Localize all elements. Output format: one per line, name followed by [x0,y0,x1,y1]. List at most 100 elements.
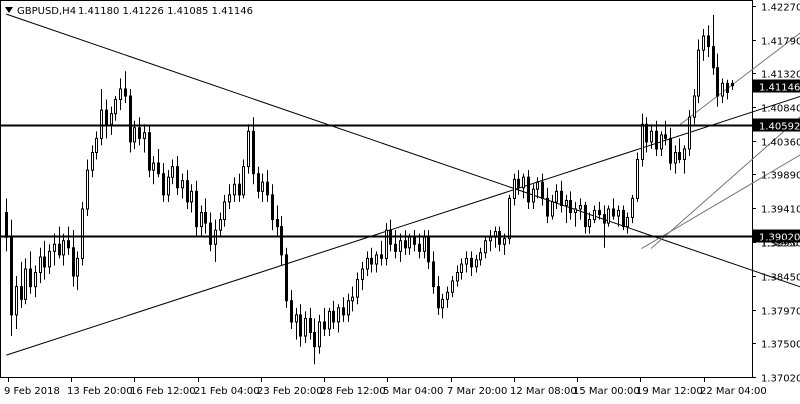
channel-upper-line[interactable] [679,0,800,126]
candle [342,297,345,322]
candle-body [133,127,136,143]
candle [404,230,407,255]
candle-body [143,132,146,139]
candle [313,318,316,365]
candle-body [233,183,236,196]
candle [380,240,383,266]
y-tick-label: 1.42270 [761,3,800,14]
horizontal-levels[interactable]: 1.40592 1.39020 [0,118,800,244]
candle-body [313,332,316,348]
candle [86,159,89,217]
y-tick-label: 1.38450 [761,273,800,284]
level-price-badge [753,229,800,243]
candle [418,233,421,259]
candle [91,145,94,178]
candle [517,170,520,195]
candle [697,39,700,104]
candle-body [29,268,32,288]
candle-body [517,178,520,189]
candle-body [34,272,37,288]
candle [195,180,198,238]
candle [171,159,174,185]
candle-body [62,240,65,256]
candle-body [129,95,132,143]
candle [361,261,364,291]
candle-body [693,95,696,118]
candle-body [532,188,535,203]
candle-body [607,208,610,224]
dropdown-triangle-icon[interactable] [5,7,13,13]
trendline-descending[interactable] [6,13,800,317]
candle-body [441,298,444,309]
plot-frame [0,0,753,378]
candle [332,300,335,329]
candle-body [200,212,203,228]
candle [660,131,663,157]
candle [228,184,231,209]
candle-body [731,82,734,87]
candle-body [261,181,264,192]
candle-body [688,116,691,150]
candle-body [105,109,108,125]
candle [114,96,117,121]
candle [176,156,179,195]
candles [5,14,734,365]
candle-body [603,214,606,224]
level-price-label: 1.39020 [759,233,800,244]
candle [157,148,160,178]
candle-body [332,310,335,323]
candle-body [356,279,359,298]
candle-body [20,286,23,300]
candle-body [399,240,402,252]
candle-body [58,243,61,256]
candle-body [489,236,492,242]
price-axis[interactable]: 1.42270 1.41790 1.41320 1.40840 1.40360 1.398… [752,3,800,385]
candle-body [167,176,170,196]
candle [209,212,212,252]
candle-body [569,200,572,214]
candle [716,53,719,107]
candle [669,127,672,171]
candle [370,247,373,273]
candle [688,110,691,157]
candle [95,131,98,160]
candle [58,226,61,259]
y-tick-label: 1.41320 [761,70,800,81]
current-price-badge [753,79,800,93]
candle [337,304,340,333]
candle [385,223,388,266]
candle [138,117,141,146]
channel-middle-line[interactable] [650,40,800,249]
candle [186,170,189,209]
candle [574,201,577,227]
candle-body [91,151,94,171]
candle [593,205,596,224]
candle-body [655,130,658,150]
candle [204,198,207,234]
candle-body [508,197,511,240]
candle-body [674,151,677,164]
candle [622,205,625,231]
candle [328,307,331,337]
x-tick-label: 28 Feb 12:00 [320,386,386,397]
level-price-label: 1.40592 [759,122,800,133]
candle-body [465,257,468,265]
candle [299,304,302,347]
candle-body [152,162,155,171]
candle-body [385,229,388,259]
drawn-lines[interactable] [6,0,800,356]
candle [276,205,279,238]
candle-body [318,321,321,348]
candle [257,166,260,199]
channel-lower-line[interactable] [641,103,800,249]
candle-body [72,247,75,277]
candle [285,247,288,308]
x-tick-label: 22 Mar 04:00 [700,386,767,397]
trendline-ascending[interactable] [6,68,800,356]
candle [612,198,615,220]
candle-body [138,127,141,139]
candle [24,258,27,305]
